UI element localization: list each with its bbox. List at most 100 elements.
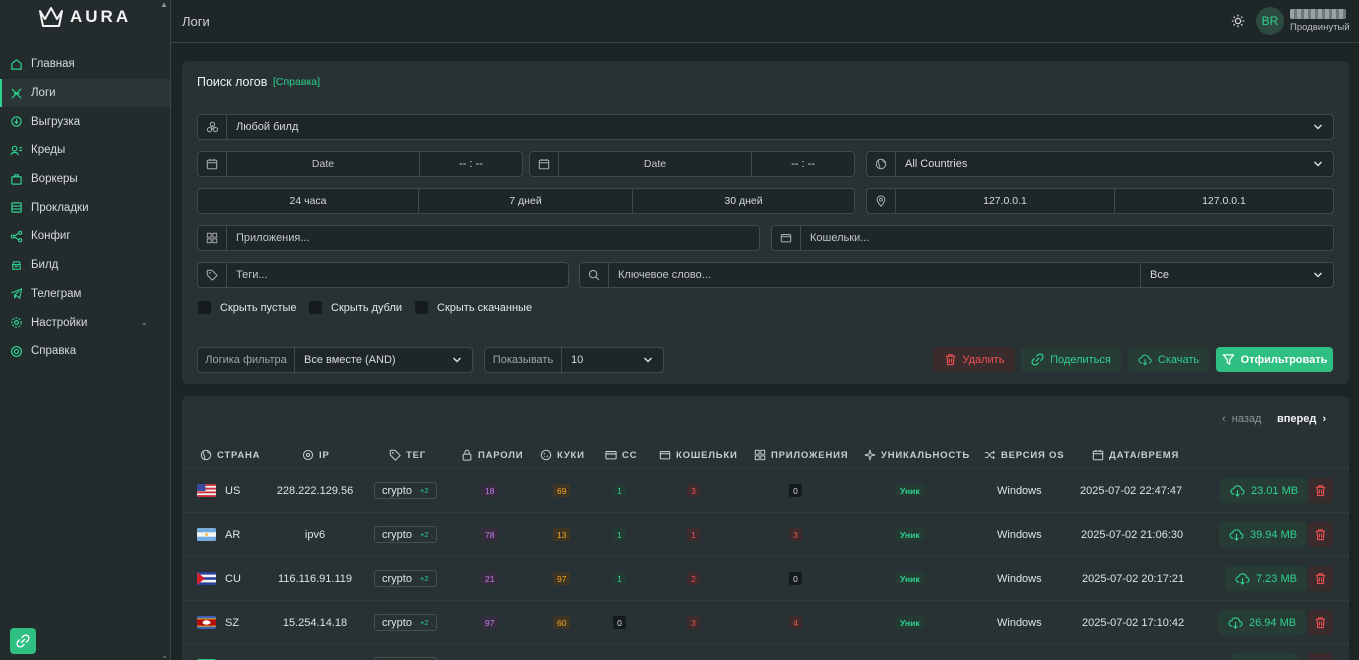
avatar[interactable]: BR — [1256, 7, 1284, 35]
delete-log-button[interactable] — [1308, 522, 1333, 547]
column-header-datetime[interactable]: ДАТА/ВРЕМЯ — [1092, 449, 1179, 461]
keyword-input[interactable]: Ключевое слово... — [609, 263, 1141, 287]
column-header-country[interactable]: СТРАНА — [200, 449, 260, 461]
tag-chip[interactable]: crypto +2 — [374, 614, 437, 631]
delete-log-button[interactable] — [1308, 478, 1333, 503]
hide-downloaded-checkbox[interactable]: Скрыть скачанные — [415, 301, 532, 314]
ip-from-input[interactable]: 127.0.0.1 — [896, 189, 1115, 213]
checkbox-box[interactable] — [309, 301, 322, 314]
checkbox-box[interactable] — [198, 301, 211, 314]
range-7d-button[interactable]: 7 дней — [419, 189, 633, 213]
date-to-input[interactable]: Date — [559, 152, 752, 176]
scroll-up-icon[interactable]: ▲ — [160, 0, 168, 9]
build-select[interactable]: Любой билд — [197, 114, 1334, 140]
scroll-down-icon[interactable]: ⌄ — [161, 651, 168, 660]
column-header-ip[interactable]: IP — [302, 449, 330, 461]
range-24h-button[interactable]: 24 часа — [198, 189, 419, 213]
column-header-wallets[interactable]: КОШЕЛЬКИ — [659, 449, 738, 461]
checkbox-box[interactable] — [415, 301, 428, 314]
sidebar-item-logs[interactable]: Логи — [0, 78, 170, 108]
sidebar-item-credentials[interactable]: Креды — [0, 136, 170, 165]
tag-chip[interactable]: crypto +2 — [374, 482, 437, 499]
download-log-button[interactable]: 7.23 MB — [1225, 566, 1307, 591]
tag-chip[interactable]: crypto +2 — [374, 526, 437, 543]
hide-empty-checkbox[interactable]: Скрыть пустые — [198, 301, 297, 314]
wallet-icon — [780, 234, 792, 243]
page-size-select[interactable]: Показывать 10 — [484, 347, 664, 373]
checkbox-label: Скрыть дубли — [331, 301, 403, 314]
filter-logic-select[interactable]: Логика фильтра Все вместе (AND) — [197, 347, 473, 373]
country-code: CU — [225, 572, 241, 585]
date-from-field[interactable]: Date -- : -- — [197, 151, 523, 177]
date-to-field[interactable]: Date -- : -- — [529, 151, 855, 177]
crown-logo-icon — [39, 7, 63, 27]
sidebar-item-build[interactable]: Билд — [0, 251, 170, 280]
sidebar-item-export[interactable]: Выгрузка — [0, 107, 170, 136]
trash-icon — [1315, 485, 1326, 497]
flag-icon — [197, 658, 216, 660]
delete-log-button[interactable] — [1308, 610, 1333, 635]
table-row[interactable]: AR ipv6 crypto +2 78 13 1 1 3 Уник Window… — [182, 512, 1349, 556]
column-header-tag[interactable]: ТЕГ — [389, 449, 426, 461]
time-to-input[interactable]: -- : -- — [791, 158, 815, 170]
quick-range-group: 24 часа 7 дней 30 дней — [197, 188, 855, 214]
theme-toggle-button[interactable] — [1231, 14, 1245, 31]
table-row[interactable]: CU 116.116.91.119 crypto +2 21 97 1 2 0 У… — [182, 556, 1349, 600]
sidebar-item-workers[interactable]: Воркеры — [0, 165, 170, 194]
delete-button[interactable]: Удалить — [933, 347, 1015, 372]
download-log-button[interactable]: 26.94 MB — [1218, 610, 1307, 635]
column-header-cookies[interactable]: КУКИ — [540, 449, 585, 461]
next-page-button[interactable]: вперед › — [1277, 413, 1326, 425]
time-from-input[interactable]: -- : -- — [459, 158, 483, 170]
keyword-scope-select[interactable]: Все — [1141, 263, 1333, 287]
apps-input[interactable]: Приложения... — [197, 225, 760, 251]
apps-badge: 0 — [789, 484, 802, 497]
tag-chip[interactable] — [374, 656, 437, 660]
checkbox-label: Скрыть скачанные — [437, 301, 533, 314]
column-header-apps[interactable]: ПРИЛОЖЕНИЯ — [754, 449, 848, 461]
column-header-os[interactable]: ВЕРСИЯ OS — [984, 449, 1064, 461]
help-link[interactable]: [Справка] — [273, 76, 321, 88]
range-30d-button[interactable]: 30 дней — [724, 195, 763, 207]
quick-link-button[interactable] — [10, 628, 36, 654]
cu-flag-icon — [197, 572, 216, 585]
ip-cell: 15.254.14.18 — [282, 616, 348, 629]
apply-filter-button[interactable]: Отфильтровать — [1216, 347, 1333, 372]
download-log-button[interactable] — [1232, 653, 1298, 660]
table-row-partial[interactable] — [182, 644, 1349, 660]
tag-more-count: +2 — [419, 486, 429, 495]
hide-duplicates-checkbox[interactable]: Скрыть дубли — [309, 301, 402, 314]
column-header-cc[interactable]: CC — [605, 449, 637, 461]
chevron-down-icon[interactable]: ⌄ — [140, 317, 148, 328]
delete-log-button[interactable] — [1308, 653, 1333, 660]
tags-input[interactable]: Теги... — [197, 262, 569, 288]
share-button[interactable]: Поделиться — [1021, 347, 1121, 372]
download-button[interactable]: Скачать — [1128, 347, 1209, 372]
column-header-uniqueness[interactable]: УНИКАЛЬНОСТЬ — [864, 449, 970, 461]
sidebar-item-home[interactable]: Главная — [0, 50, 170, 79]
wallets-input[interactable]: Кошельки... — [771, 225, 1334, 251]
logo[interactable]: AURA — [38, 6, 131, 28]
table-row[interactable]: US 228.222.129.56 crypto +2 18 69 1 3 0 У… — [182, 468, 1349, 512]
workers-icon — [11, 173, 22, 185]
download-log-button[interactable]: 39.94 MB — [1219, 522, 1308, 547]
country-select[interactable]: All Countries — [866, 151, 1334, 177]
sidebar-item-settings[interactable]: Настройки ⌄ — [0, 308, 170, 337]
tag-chip[interactable]: crypto +2 — [374, 570, 437, 587]
page-size-value: 10 — [571, 354, 584, 366]
table-row[interactable]: SZ 15.254.14.18 crypto +2 97 60 0 3 4 Уни… — [182, 600, 1349, 644]
cc-badge: 1 — [613, 572, 626, 585]
delete-log-button[interactable] — [1308, 566, 1333, 591]
ip-to-input[interactable]: 127.0.0.1 — [1202, 195, 1246, 207]
cc-badge: 1 — [613, 528, 626, 541]
sidebar-item-telegram[interactable]: Телеграм — [0, 280, 170, 309]
download-log-button[interactable]: 23.01 MB — [1220, 478, 1309, 503]
date-from-input[interactable]: Date — [227, 152, 420, 176]
sidebar-item-config[interactable]: Конфиг — [0, 222, 170, 251]
page-title: Логи — [182, 14, 210, 29]
sidebar-item-layers[interactable]: Прокладки — [0, 193, 170, 222]
prev-page-button[interactable]: ‹ назад — [1222, 413, 1261, 425]
column-header-passwords[interactable]: ПАРОЛИ — [461, 449, 523, 461]
chevron-down-icon — [1313, 124, 1323, 130]
sidebar-item-help[interactable]: Справка — [0, 337, 170, 366]
